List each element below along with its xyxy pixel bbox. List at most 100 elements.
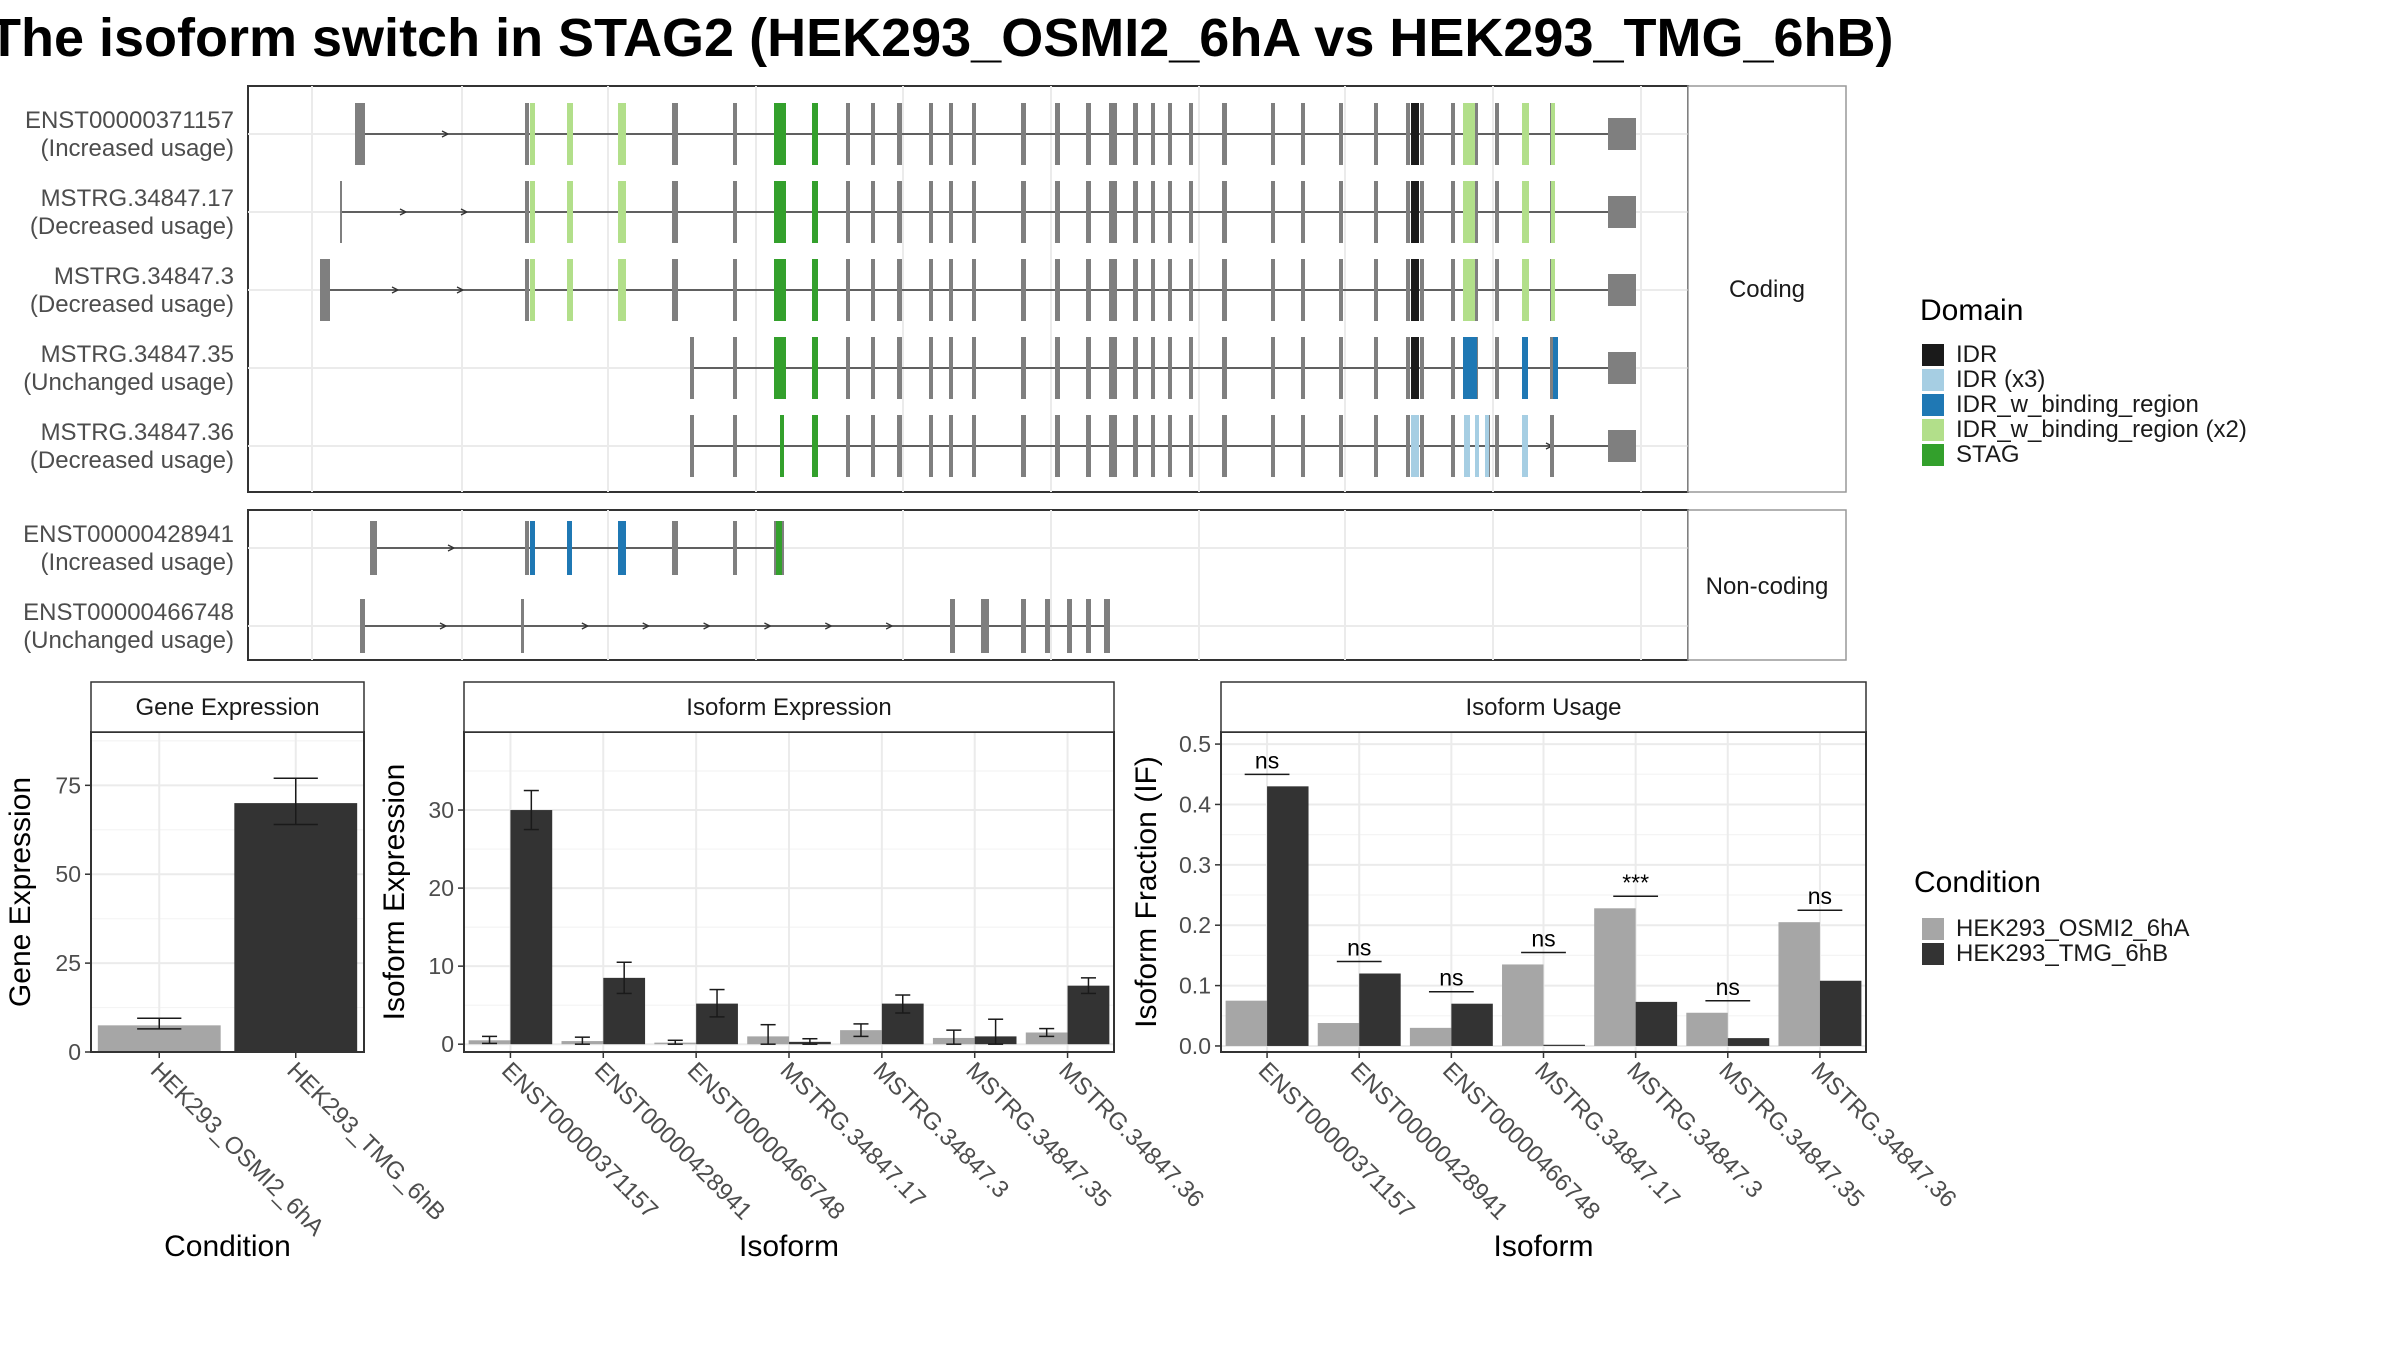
exon xyxy=(1133,337,1138,399)
exon xyxy=(972,415,976,477)
domain-segment xyxy=(1551,181,1555,243)
exon xyxy=(1086,599,1091,653)
exon xyxy=(1055,259,1060,321)
exon xyxy=(733,521,737,575)
condition-legend-swatch xyxy=(1922,943,1944,965)
exon xyxy=(1109,337,1117,399)
exon xyxy=(1608,352,1636,384)
domain-segment xyxy=(1463,337,1477,399)
strand-arrow xyxy=(439,622,448,630)
exon xyxy=(950,599,955,653)
y-axis-title: Isoform Expression xyxy=(378,764,411,1021)
exon xyxy=(672,181,678,243)
exon xyxy=(1301,181,1305,243)
domain-segment xyxy=(774,103,786,165)
exon xyxy=(972,181,976,243)
domain-segment xyxy=(618,181,626,243)
exon xyxy=(897,259,902,321)
domain-legend-swatch xyxy=(1922,394,1944,416)
exon xyxy=(897,103,902,165)
domain-segment xyxy=(530,103,535,165)
exon xyxy=(1086,259,1091,321)
x-axis-title: Isoform xyxy=(1493,1230,1593,1263)
exon xyxy=(949,415,953,477)
chart-title: Isoform Usage xyxy=(1465,694,1621,721)
exon xyxy=(846,337,850,399)
domain-segment xyxy=(1411,103,1419,165)
y-tick-label: 0.3 xyxy=(1179,852,1211,878)
exon xyxy=(1271,103,1275,165)
exon xyxy=(1495,415,1499,477)
exon xyxy=(733,415,737,477)
exon xyxy=(1109,259,1117,321)
exon xyxy=(949,103,953,165)
strand-arrow xyxy=(764,622,772,630)
strand-arrow xyxy=(460,208,469,216)
exon xyxy=(360,599,365,653)
exon xyxy=(1271,415,1275,477)
x-tick-label: ENST00000371157 xyxy=(496,1057,663,1224)
noncoding-strip-label: Non-coding xyxy=(1706,573,1829,600)
y-tick-label: 0.5 xyxy=(1179,731,1211,757)
exon xyxy=(1451,337,1455,399)
exon xyxy=(1109,181,1117,243)
exon xyxy=(1086,415,1091,477)
significance-label: ns xyxy=(1347,935,1371,961)
transcript-usage-label: (Decreased usage) xyxy=(30,447,234,474)
strand-arrow xyxy=(885,622,894,630)
domain-legend-swatch xyxy=(1922,444,1944,466)
domain-legend-label: STAG xyxy=(1956,441,2020,468)
exon xyxy=(1420,181,1424,243)
exon xyxy=(1374,415,1378,477)
exon xyxy=(1271,259,1275,321)
bar xyxy=(1543,1044,1585,1046)
exon xyxy=(972,259,976,321)
transcript-usage-label: (Unchanged usage) xyxy=(23,369,234,396)
facet-strip xyxy=(1220,681,1867,733)
y-tick-label: 0.4 xyxy=(1179,791,1211,817)
domain-segment xyxy=(812,415,818,477)
condition-legend-swatch xyxy=(1922,918,1944,940)
domain-legend-label: IDR xyxy=(1956,341,1997,368)
exon xyxy=(1406,415,1410,477)
structure-panel-noncoding: Non-coding xyxy=(247,509,1847,661)
domain-segment xyxy=(774,259,786,321)
y-tick-label: 0.0 xyxy=(1179,1033,1211,1059)
exon xyxy=(1475,181,1478,243)
transcript-id-label: MSTRG.34847.17 xyxy=(41,185,234,212)
bar xyxy=(1317,1023,1360,1046)
exon xyxy=(949,337,953,399)
bar xyxy=(840,1030,882,1045)
exon xyxy=(733,337,737,399)
exon xyxy=(1189,415,1193,477)
domain-segment xyxy=(618,521,626,575)
exon xyxy=(1271,181,1275,243)
condition-legend-label: HEK293_OSMI2_6hA xyxy=(1956,915,2189,942)
domain-segment xyxy=(812,337,818,399)
exon xyxy=(871,337,875,399)
exon xyxy=(929,415,933,477)
exon xyxy=(1608,430,1636,462)
y-tick-label: 30 xyxy=(428,797,454,823)
exon xyxy=(1475,103,1478,165)
exon xyxy=(846,259,850,321)
bar xyxy=(234,803,358,1052)
exon xyxy=(1133,181,1138,243)
domain-segment xyxy=(1553,337,1558,399)
exon xyxy=(1021,103,1026,165)
transcript-usage-label: (Increased usage) xyxy=(41,549,234,576)
exon xyxy=(949,259,953,321)
strand-arrow xyxy=(824,622,833,630)
exon xyxy=(1406,259,1410,321)
domain-segment xyxy=(1411,181,1419,243)
transcript-usage-label: (Increased usage) xyxy=(41,135,234,162)
chart-title: Isoform Expression xyxy=(686,694,891,721)
exon xyxy=(1168,181,1172,243)
strand-arrow xyxy=(581,622,590,630)
exon xyxy=(1168,337,1172,399)
exon xyxy=(897,181,902,243)
exon xyxy=(1189,181,1193,243)
exon xyxy=(1021,337,1026,399)
